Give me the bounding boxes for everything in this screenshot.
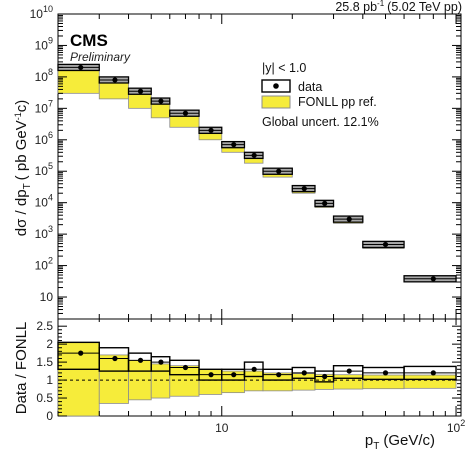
ratio-point-8 xyxy=(276,372,282,378)
top-y-tick-label-1: 102 xyxy=(35,256,53,273)
x-tick-label-1: 102 xyxy=(447,418,465,435)
ratio-fonll-band-3 xyxy=(150,363,171,399)
legend-data-marker xyxy=(273,83,279,89)
x-axis: 10 102 xyxy=(57,14,465,435)
ratio-y-tick-label-4: 2 xyxy=(46,337,53,351)
ratio-point-12 xyxy=(382,370,389,376)
data-point-7 xyxy=(251,152,257,158)
ratio-y-axis: 0 0.5 1 1.5 2 2.5 xyxy=(36,319,461,423)
ratio-point-0 xyxy=(78,350,84,356)
ratio-fonll-band-4 xyxy=(169,365,200,397)
ratio-y-tick-label-0: 0 xyxy=(46,409,53,423)
ratio-point-9 xyxy=(301,370,307,376)
ratio-y-tick-label-3: 1.5 xyxy=(36,355,53,369)
ratio-fonll-band-9 xyxy=(291,373,316,391)
ratio-fonll-band-7 xyxy=(244,370,264,392)
top-y-tick-label-7: 108 xyxy=(35,67,53,84)
data-point-5 xyxy=(208,127,214,133)
ratio-point-4 xyxy=(182,364,189,371)
ratio-y-tick-label-2: 1 xyxy=(46,373,53,387)
ratio-point-2 xyxy=(137,357,144,363)
data-markers-top xyxy=(78,64,436,282)
fonll-band-3 xyxy=(150,102,171,119)
ratio-point-13 xyxy=(430,370,436,376)
top-y-tick-label-3: 104 xyxy=(35,193,53,210)
ratio-point-10 xyxy=(322,373,328,380)
ratio-fonll-band-13 xyxy=(403,374,457,389)
legend-data-label: data xyxy=(298,80,322,94)
ratio-fonll-band-11 xyxy=(333,374,364,390)
top-y-tick-label-2: 103 xyxy=(35,224,53,241)
data-point-10 xyxy=(322,200,328,206)
x-tick-label-0: 10 xyxy=(215,421,229,435)
data-point-8 xyxy=(276,168,282,174)
top-y-axis: 10 102 103 104 105 106 107 108 109 1010 xyxy=(30,4,461,320)
ratio-y-axis-title: Data / FONLL xyxy=(13,322,30,415)
data-point-9 xyxy=(301,186,307,192)
data-markers-ratio xyxy=(78,350,436,380)
data-point-6 xyxy=(231,142,237,148)
top-y-tick-label-0: 10 xyxy=(40,290,54,304)
data-point-1 xyxy=(112,77,118,83)
data-point-12 xyxy=(382,241,389,248)
experiment-label: CMS xyxy=(70,31,108,50)
data-point-2 xyxy=(137,88,144,94)
luminosity-label: 25.8 pb-1 (5.02 TeV pp) xyxy=(335,0,462,14)
fonll-bands-top xyxy=(57,65,457,283)
legend-header: |y| < 1.0 xyxy=(262,61,306,75)
x-axis-title: pT (GeV/c) xyxy=(365,432,435,452)
top-y-tick-label-8: 109 xyxy=(35,35,53,52)
top-y-tick-label-6: 107 xyxy=(35,98,53,115)
top-y-tick-label-4: 105 xyxy=(35,161,53,178)
ratio-point-3 xyxy=(158,359,164,365)
legend-fonll-swatch xyxy=(261,95,291,109)
data-point-13 xyxy=(430,276,436,282)
ratio-fonll-band-1 xyxy=(98,354,129,404)
ratio-fonll-band-12 xyxy=(362,374,405,390)
ratio-y-tick-label-5: 2.5 xyxy=(36,319,53,333)
top-y-tick-label-9: 1010 xyxy=(30,4,53,21)
ratio-point-5 xyxy=(208,372,214,378)
data-point-3 xyxy=(158,98,164,104)
data-point-4 xyxy=(182,110,189,116)
ratio-point-11 xyxy=(346,368,352,374)
legend: |y| < 1.0 data FONLL pp ref. Global unce… xyxy=(261,61,379,129)
legend-fonll-label: FONLL pp ref. xyxy=(298,95,377,109)
ratio-point-7 xyxy=(251,366,257,372)
global-uncertainty-note: Global uncert. 12.1% xyxy=(262,115,379,129)
ratio-point-1 xyxy=(112,355,118,362)
top-y-tick-label-5: 106 xyxy=(35,130,53,147)
data-point-11 xyxy=(346,216,352,222)
status-label: Preliminary xyxy=(70,50,131,64)
ratio-point-6 xyxy=(231,372,237,378)
data-point-0 xyxy=(78,64,84,71)
ratio-y-tick-label-1: 0.5 xyxy=(36,391,53,405)
top-y-axis-title: dσ / dpT( pb GeV-1c) xyxy=(13,100,33,236)
